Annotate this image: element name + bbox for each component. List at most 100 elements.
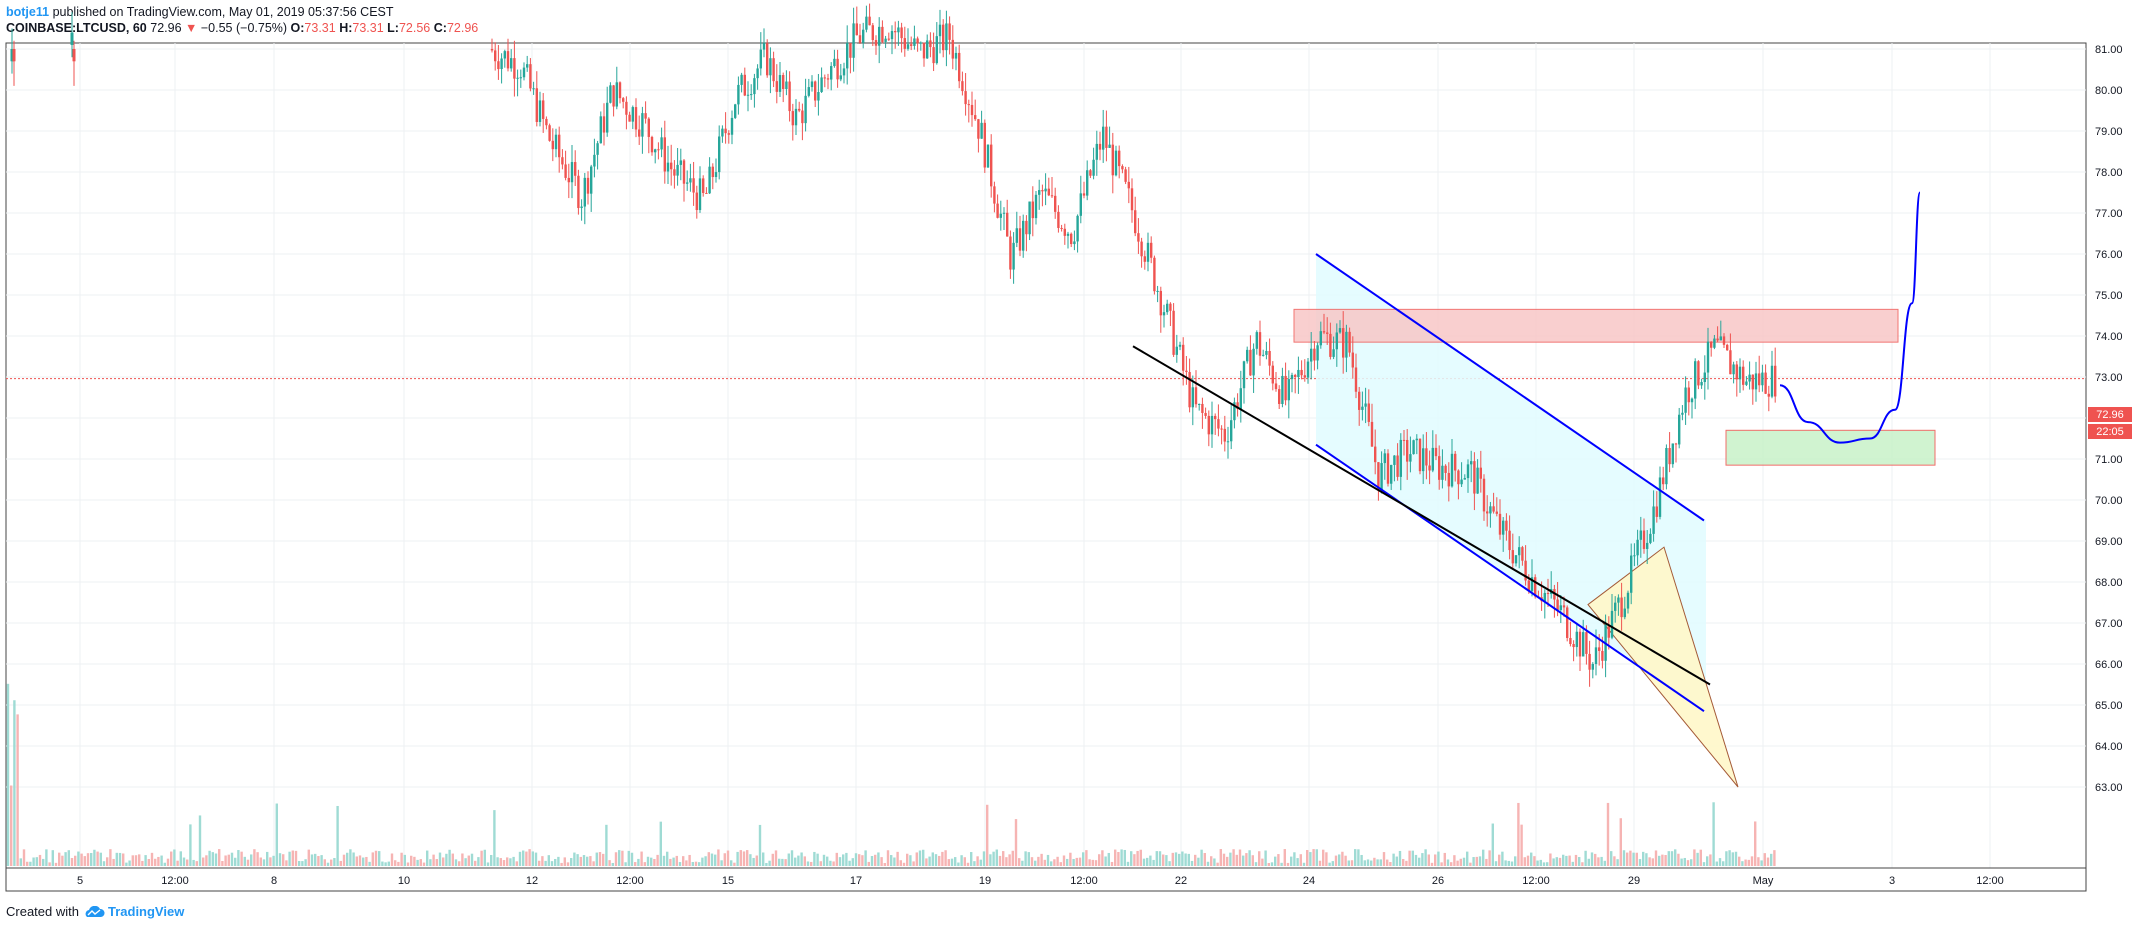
volume-bar <box>266 851 269 866</box>
candle-body <box>1636 539 1639 556</box>
candle-body <box>1159 290 1162 316</box>
volume-bar <box>614 852 618 866</box>
candle-body <box>913 38 916 46</box>
candle-body <box>1185 370 1188 373</box>
candle-body <box>644 113 647 119</box>
volume-bar <box>1206 861 1210 866</box>
candle-body <box>1249 349 1252 376</box>
candle-body <box>1630 555 1633 593</box>
volume-bar <box>573 852 576 866</box>
volume-bar <box>1699 849 1702 866</box>
candle-body <box>1335 332 1338 350</box>
candle-body <box>551 140 554 150</box>
candle-body <box>1447 472 1450 487</box>
candle-body <box>929 40 932 48</box>
volume-bar <box>1667 851 1670 866</box>
volume-bar <box>822 854 826 866</box>
volume-bar <box>1267 862 1270 866</box>
symbol-label: COINBASE:LTCUSD, 60 <box>6 21 147 35</box>
volume-bar <box>512 856 515 866</box>
volume-bar <box>1280 862 1283 866</box>
candle-body <box>1150 242 1153 258</box>
volume-bar <box>288 851 291 866</box>
volume-bar <box>1750 856 1754 866</box>
volume-bar <box>832 861 835 866</box>
volume-bar <box>1309 852 1312 866</box>
candle-body <box>1585 632 1588 654</box>
candle-body <box>1214 415 1217 420</box>
candle-body <box>916 38 919 44</box>
candle-body <box>500 58 503 70</box>
candle-body <box>577 175 580 209</box>
volume-bar <box>733 862 736 866</box>
volume-bar <box>1664 855 1667 866</box>
candle-body <box>737 84 740 105</box>
candle-body <box>1166 303 1169 313</box>
volume-bar <box>192 859 195 866</box>
volume-bar <box>10 785 13 866</box>
price-tick-label: 67.00 <box>2095 618 2123 630</box>
volume-bar <box>138 854 141 866</box>
candle-body <box>1156 290 1159 292</box>
volume-bar <box>1574 854 1578 866</box>
candle-body <box>1226 441 1230 443</box>
volume-bar <box>339 860 342 866</box>
volume-bar <box>560 862 563 866</box>
candle-body <box>1738 366 1742 380</box>
candle-body <box>1332 349 1335 357</box>
candle-body <box>1358 391 1361 410</box>
candle-body <box>890 31 894 40</box>
candle-body <box>801 110 804 124</box>
candle-body <box>1383 453 1386 464</box>
tradingview-logo[interactable]: TradingView <box>83 904 184 919</box>
candle-body <box>1486 511 1489 514</box>
candle-body <box>1502 520 1505 535</box>
candle-body <box>513 58 516 79</box>
volume-bar <box>1085 850 1088 866</box>
volume-bar <box>1530 852 1533 866</box>
candle-body <box>1092 159 1095 176</box>
volume-bar <box>1213 858 1216 866</box>
volume-bar <box>778 858 781 866</box>
volume-bar <box>1690 859 1693 866</box>
price-tick-label: 81.00 <box>2095 44 2123 56</box>
candle-body <box>1393 455 1396 465</box>
volume-bar <box>150 852 154 866</box>
candle-body <box>935 36 938 64</box>
candle-body <box>1646 542 1649 549</box>
volume-bar <box>358 855 362 866</box>
candle-body <box>1454 453 1457 471</box>
candle-body <box>1073 241 1076 245</box>
candle-body <box>1668 448 1671 465</box>
candle-body <box>1028 201 1031 235</box>
candle-body <box>634 107 638 130</box>
volume-bar <box>1763 853 1766 866</box>
candle-body <box>1642 530 1646 549</box>
candle-body <box>1118 150 1121 167</box>
candle-body <box>1114 150 1118 176</box>
price-tick-label: 68.00 <box>2095 577 2123 589</box>
candle-body <box>1748 374 1751 382</box>
volume-bar <box>342 854 346 866</box>
candle-body <box>10 49 14 62</box>
candle-body <box>1514 555 1518 564</box>
candle-body <box>942 24 945 51</box>
candle-body <box>1367 403 1370 422</box>
candle-body <box>1143 256 1146 262</box>
volume-bar <box>1158 851 1162 866</box>
volume-bar <box>1629 850 1632 866</box>
volume-bar <box>310 854 314 866</box>
candle-body <box>1121 166 1124 170</box>
time-tick-label: May <box>1753 875 1774 887</box>
volume-bar <box>1475 856 1478 866</box>
candle-body <box>1620 597 1623 618</box>
candle-body <box>1479 467 1482 479</box>
candle-body <box>1505 520 1508 531</box>
author-name[interactable]: botje11 <box>6 5 50 19</box>
volume-bar <box>490 854 493 866</box>
time-tick-label: 12:00 <box>616 875 644 887</box>
candle-body <box>1626 592 1630 609</box>
candle-body <box>1239 388 1242 410</box>
volume-bar <box>918 850 922 866</box>
